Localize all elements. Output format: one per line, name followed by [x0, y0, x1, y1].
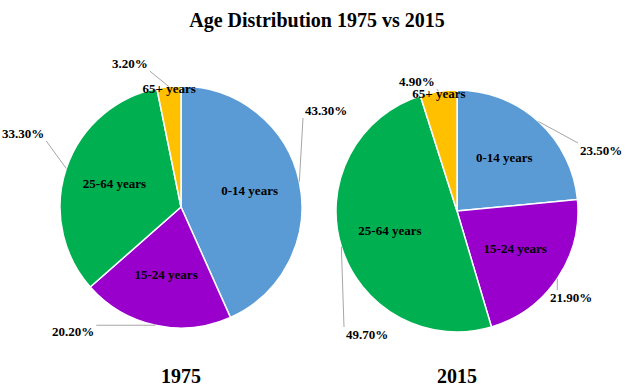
leader-line — [46, 141, 66, 169]
pie-slice — [157, 86, 181, 207]
category-label: 0-14 years — [476, 150, 533, 165]
pie-labels: 0-14 years 15-24 years 25-64 years 65+ year… — [2, 56, 347, 339]
data-label: 43.30% — [305, 103, 347, 118]
data-label: 33.30% — [2, 126, 44, 141]
pie-slices — [60, 86, 302, 328]
leader-line — [538, 122, 578, 143]
pie-title: 2015 — [437, 365, 477, 387]
leader-line — [299, 118, 303, 182]
category-label: 0-14 years — [221, 183, 278, 198]
data-label: 49.70% — [346, 327, 388, 342]
category-label: 15-24 years — [135, 267, 198, 282]
title: Age Distribution 1975 vs 2015 — [189, 9, 445, 32]
category-label: 25-64 years — [83, 176, 146, 191]
data-label: 23.50% — [580, 143, 622, 158]
category-label: 65+ years — [143, 81, 196, 96]
category-label: 25-64 years — [358, 223, 421, 238]
data-label: 3.20% — [112, 56, 148, 71]
data-label: 21.90% — [550, 290, 592, 305]
pie-slices — [336, 90, 578, 332]
chart: Age Distribution 1975 vs 2015 0-14 years 1… — [0, 0, 634, 389]
pie-title: 1975 — [161, 365, 201, 387]
category-label: 15-24 years — [484, 241, 547, 256]
pie-labels: 0-14 years15-24 years25-64 years65+ year… — [341, 74, 622, 342]
pie-slice — [420, 90, 457, 211]
pie-slice — [336, 96, 491, 332]
pie-slice — [457, 90, 577, 211]
data-label: 4.90% — [399, 74, 435, 89]
leader-line — [557, 279, 558, 290]
leader-line — [96, 325, 155, 326]
leader-line — [341, 247, 344, 327]
data-label: 20.20% — [52, 324, 94, 339]
